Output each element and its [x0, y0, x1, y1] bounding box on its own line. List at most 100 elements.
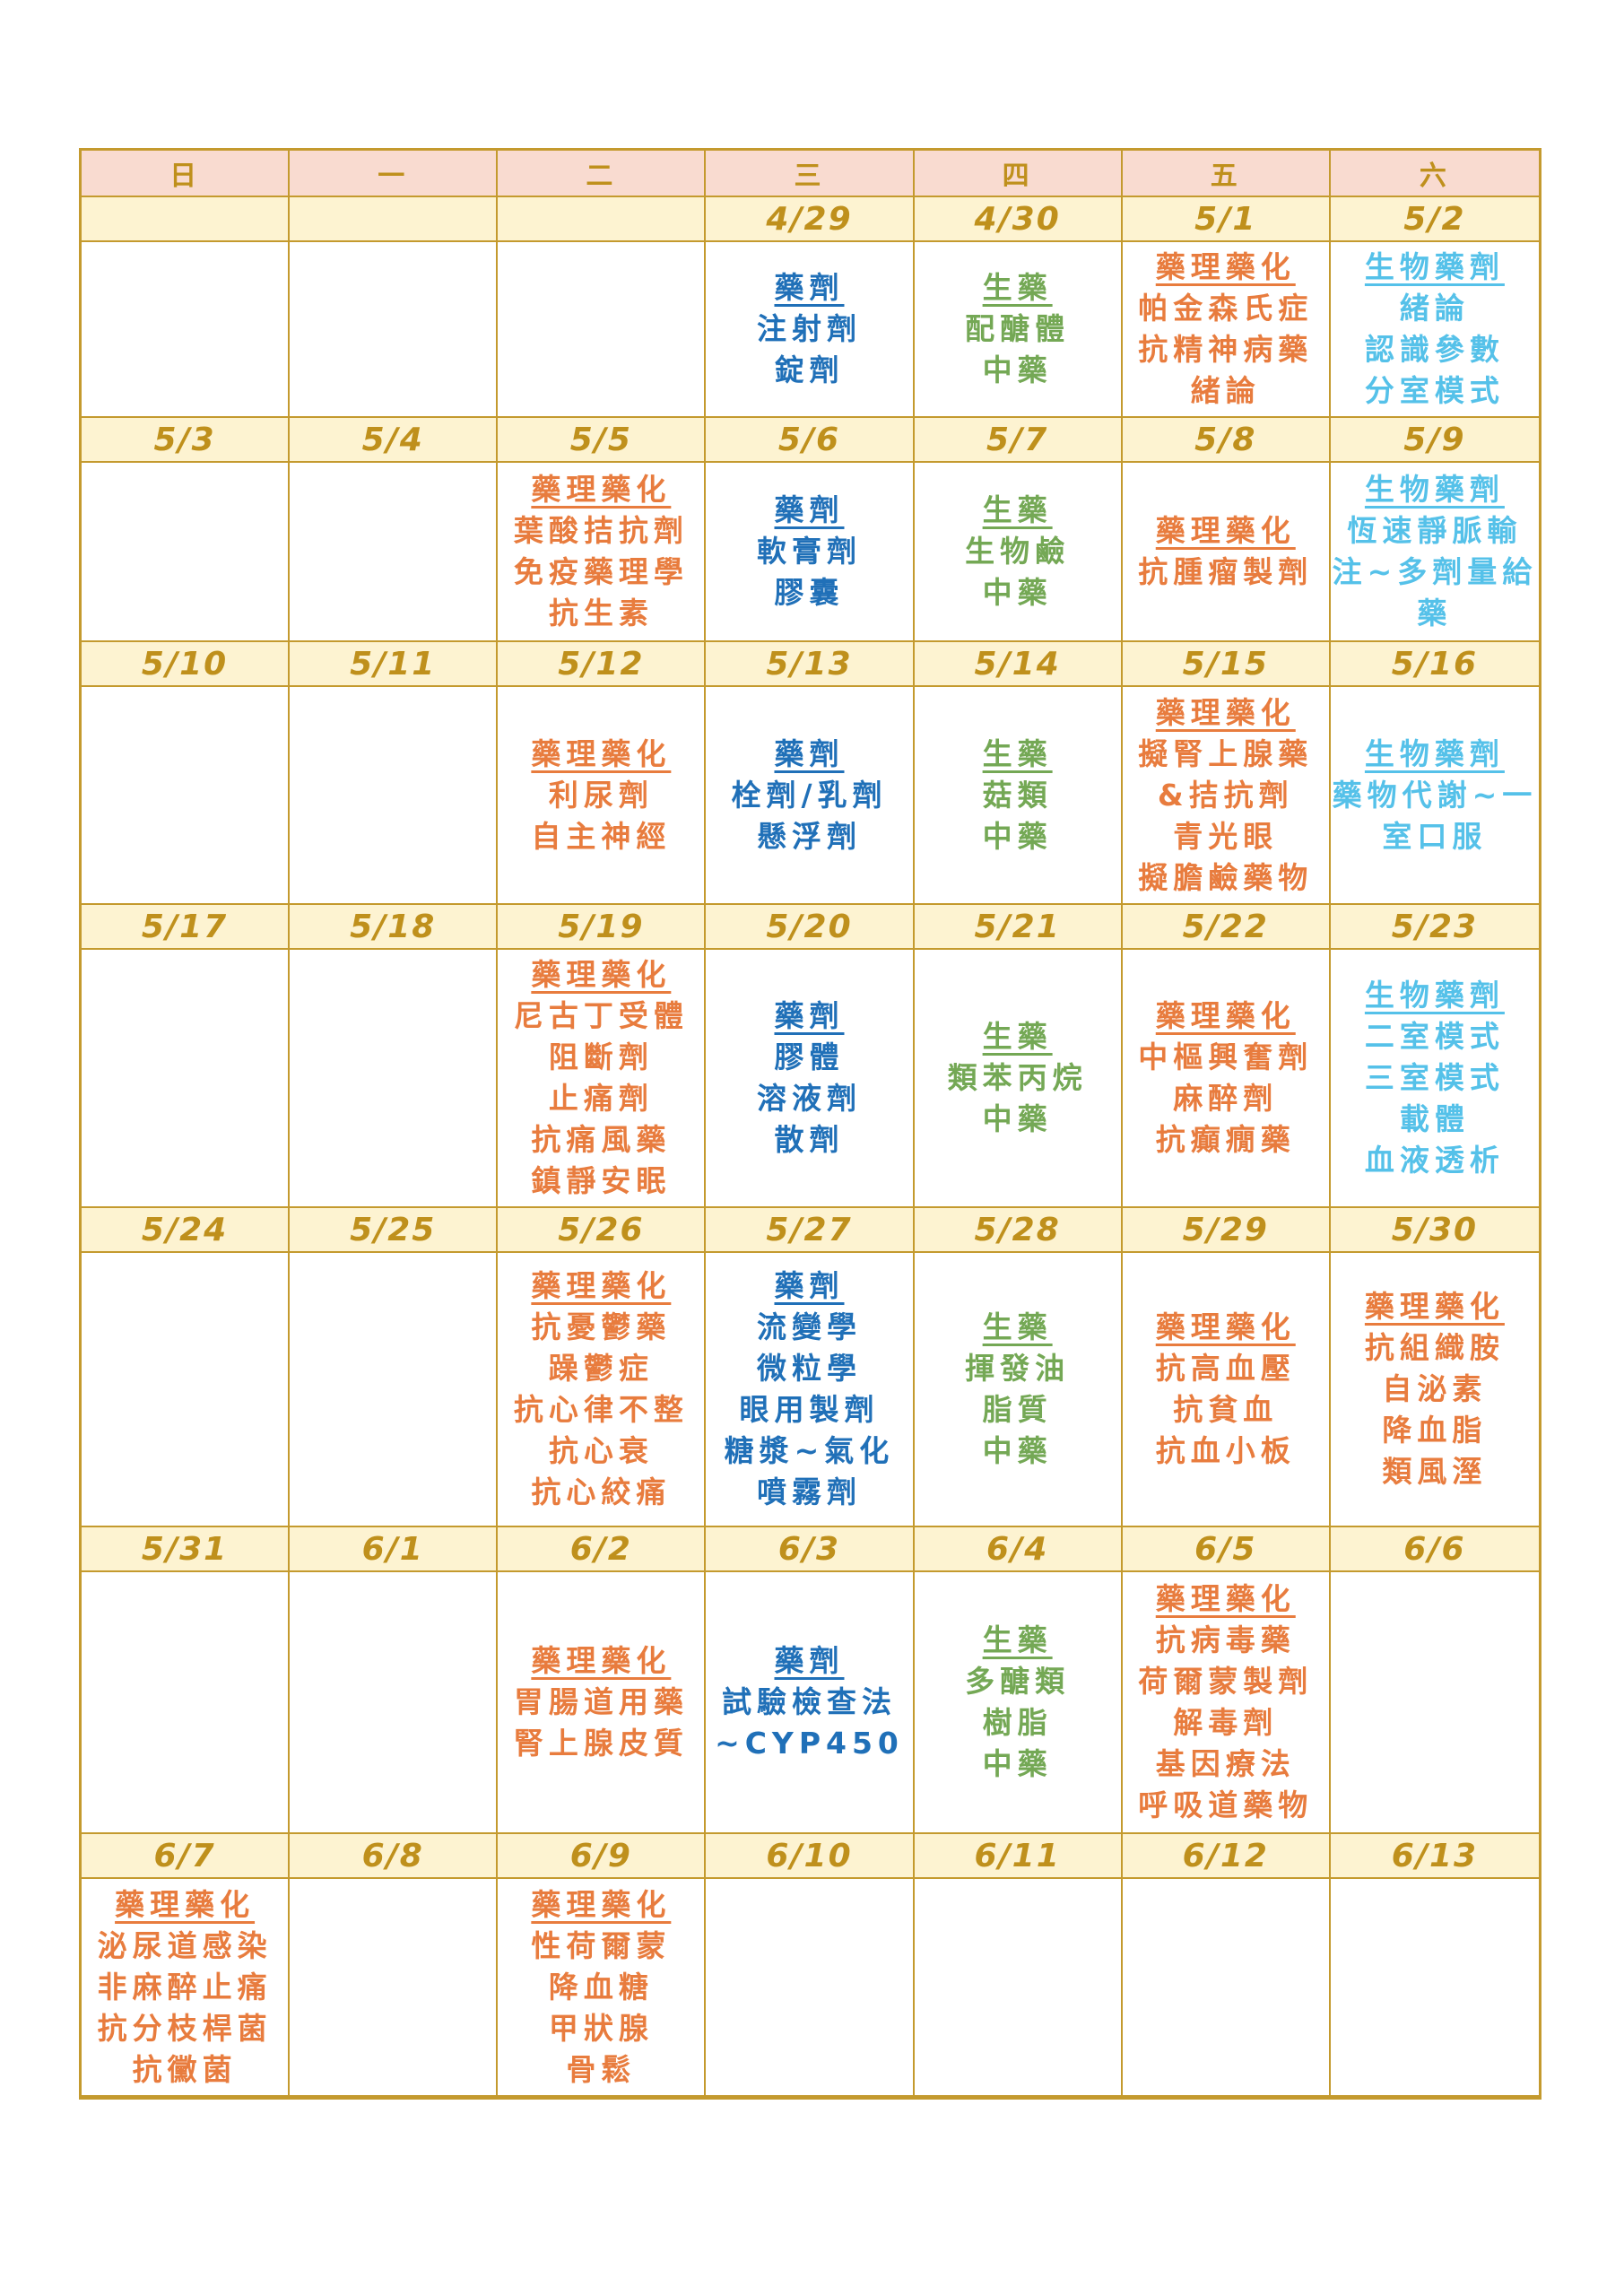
topic-line: 抗癲癇藥 — [1155, 1122, 1296, 1157]
date-cell: 6/3 — [706, 1527, 915, 1572]
content-cell — [82, 1572, 291, 1834]
content-cell: 生藥 多醣類 樹脂 中藥 — [914, 1572, 1123, 1834]
topic-line: 葉酸拮抗劑 — [513, 513, 689, 548]
date-cell: 6/10 — [706, 1834, 915, 1879]
content-cell: 生藥 配醣體 中藥 — [914, 242, 1123, 418]
topic-line: 噴霧劑 — [756, 1474, 862, 1509]
day-header-row: 日一二三四五六 — [82, 151, 1539, 197]
topic-line: 類苯丙烷 — [947, 1060, 1088, 1095]
topic-line: 藥物代謝~一 — [1332, 777, 1538, 813]
date-cell: 5/24 — [82, 1208, 291, 1253]
topic-line: 躁鬱症 — [548, 1351, 654, 1386]
content-cell: 藥理藥化 擬腎上腺藥 &拮抗劑 青光眼 擬膽鹼藥物 — [1122, 687, 1331, 905]
content-cell: 藥劑 軟膏劑 膠囊 — [706, 463, 915, 642]
date-cell: 5/17 — [82, 905, 291, 950]
topic-line: 泌尿道感染 — [97, 1927, 273, 1963]
subject-title: 生藥 — [982, 1309, 1053, 1344]
date-cell: 5/18 — [290, 905, 499, 950]
content-cell: 藥理藥化 中樞興奮劑 麻醉劑 抗癲癇藥 — [1122, 950, 1331, 1208]
content-cell: 藥理藥化 葉酸拮抗劑 免疫藥理學 抗生素 — [498, 463, 707, 642]
topic-line: 試驗檢查法 — [721, 1684, 897, 1719]
calendar-table: 日一二三四五六 4/29 4/30 5/1 5/2 藥劑 注射劑 錠劑 生藥 配醣體 中藥 藥理藥化帕… — [79, 148, 1541, 2100]
content-cell: 藥劑 流變學 微粒學 眼用製劑 糖漿~氣化 噴霧劑 — [706, 1253, 915, 1527]
topic-line: 抗高血壓 — [1155, 1351, 1296, 1386]
topic-line: 三室模式 — [1364, 1060, 1505, 1095]
content-cell — [290, 950, 499, 1208]
topic-line: 中藥 — [982, 1433, 1053, 1468]
topic-line: 帕金森氏症 — [1138, 291, 1314, 326]
date-row: 5/24 5/25 5/26 5/27 5/28 5/29 5/30 — [82, 1208, 1539, 1253]
date-cell: 5/25 — [290, 1208, 499, 1253]
subject-title: 生藥 — [982, 1019, 1053, 1054]
content-cell — [1330, 1572, 1539, 1834]
topic-line: 中藥 — [982, 818, 1053, 854]
date-cell: 5/10 — [82, 642, 291, 687]
date-cell: 5/13 — [706, 642, 915, 687]
date-cell: 5/22 — [1122, 905, 1331, 950]
content-cell — [1122, 1879, 1331, 2097]
content-cell — [82, 687, 291, 905]
content-cell: 生物藥劑 緒論 認識參數 分室模式 — [1330, 242, 1539, 418]
topic-line: 血液透析 — [1364, 1143, 1505, 1178]
date-cell: 5/15 — [1122, 642, 1331, 687]
day-header-cell: 四 — [914, 151, 1123, 197]
content-row: 藥理藥化 胃腸道用藥 腎上腺皮質 藥劑試驗檢查法 ~CYP450 生藥 多醣類 樹脂 中藥 藥理藥… — [82, 1572, 1539, 1834]
content-cell — [706, 1879, 915, 2097]
date-cell: 5/28 — [914, 1208, 1123, 1253]
date-row: 4/29 4/30 5/1 5/2 — [82, 197, 1539, 242]
date-cell: 5/11 — [290, 642, 499, 687]
topic-line: 菇類 — [982, 777, 1053, 813]
topic-line: 分室模式 — [1364, 373, 1505, 408]
content-row: 藥理藥化 葉酸拮抗劑 免疫藥理學 抗生素 藥劑 軟膏劑 膠囊 生藥 生物鹼 中藥 藥理藥化 抗腫瘤製劑… — [82, 463, 1539, 642]
topic-line: 抗組織胺 — [1364, 1330, 1505, 1365]
topic-line: 中藥 — [982, 1746, 1053, 1781]
topic-line: ~CYP450 — [715, 1726, 904, 1761]
content-cell — [498, 242, 707, 418]
content-cell — [82, 242, 291, 418]
date-cell: 5/9 — [1330, 418, 1539, 463]
subject-title: 生物藥劑 — [1364, 978, 1505, 1013]
content-cell: 藥理藥化 尼古丁受體 阻斷劑 止痛劑 抗痛風藥 鎮靜安眠 — [498, 950, 707, 1208]
date-cell: 5/27 — [706, 1208, 915, 1253]
topic-line: 揮發油 — [965, 1351, 1071, 1386]
topic-line: 抗血小板 — [1155, 1433, 1296, 1468]
content-cell — [290, 242, 499, 418]
content-cell — [290, 1572, 499, 1834]
subject-title: 藥劑 — [774, 1643, 845, 1678]
content-cell: 藥理藥化 帕金森氏症 抗精神病藥 緒論 — [1122, 242, 1331, 418]
topic-line: 骨鬆 — [566, 2051, 637, 2087]
date-cell: 5/12 — [498, 642, 707, 687]
date-cell: 6/2 — [498, 1527, 707, 1572]
date-row: 5/10 5/11 5/12 5/13 5/14 5/15 5/16 — [82, 642, 1539, 687]
date-cell: 6/9 — [498, 1834, 707, 1879]
topic-line: 栓劑/乳劑 — [731, 777, 888, 813]
date-cell: 5/8 — [1122, 418, 1331, 463]
date-cell: 5/21 — [914, 905, 1123, 950]
topic-line: 利尿劑 — [548, 777, 654, 813]
topic-line: 微粒學 — [756, 1351, 862, 1386]
subject-title: 藥理藥化 — [531, 1886, 672, 1922]
topic-line: 流變學 — [756, 1309, 862, 1344]
subject-title: 藥理藥化 — [1364, 1289, 1505, 1324]
date-cell: 6/11 — [914, 1834, 1123, 1879]
date-cell: 4/29 — [706, 197, 915, 242]
subject-title: 藥理藥化 — [1155, 249, 1296, 284]
topic-line: 膠囊 — [774, 575, 845, 610]
content-cell — [82, 463, 291, 642]
content-cell — [1330, 1879, 1539, 2097]
content-row: 藥理藥化 抗憂鬱藥 躁鬱症 抗心律不整 抗心衰 抗心絞痛 藥劑 流變學 微粒學 眼用製劑 糖漿~氣化… — [82, 1253, 1539, 1527]
topic-line: &拮抗劑 — [1157, 777, 1294, 813]
subject-title: 藥劑 — [774, 998, 845, 1033]
topic-line: 自主神經 — [531, 818, 672, 854]
day-header-cell: 二 — [498, 151, 707, 197]
date-cell: 5/30 — [1330, 1208, 1539, 1253]
date-cell: 6/12 — [1122, 1834, 1331, 1879]
content-cell: 生藥 生物鹼 中藥 — [914, 463, 1123, 642]
subject-title: 藥理藥化 — [531, 735, 672, 771]
content-cell: 藥理藥化 胃腸道用藥 腎上腺皮質 — [498, 1572, 707, 1834]
subject-title: 藥理藥化 — [531, 1643, 672, 1678]
date-cell: 6/5 — [1122, 1527, 1331, 1572]
date-cell: 5/6 — [706, 418, 915, 463]
topic-line: 中藥 — [982, 1101, 1053, 1136]
content-cell — [290, 1253, 499, 1527]
